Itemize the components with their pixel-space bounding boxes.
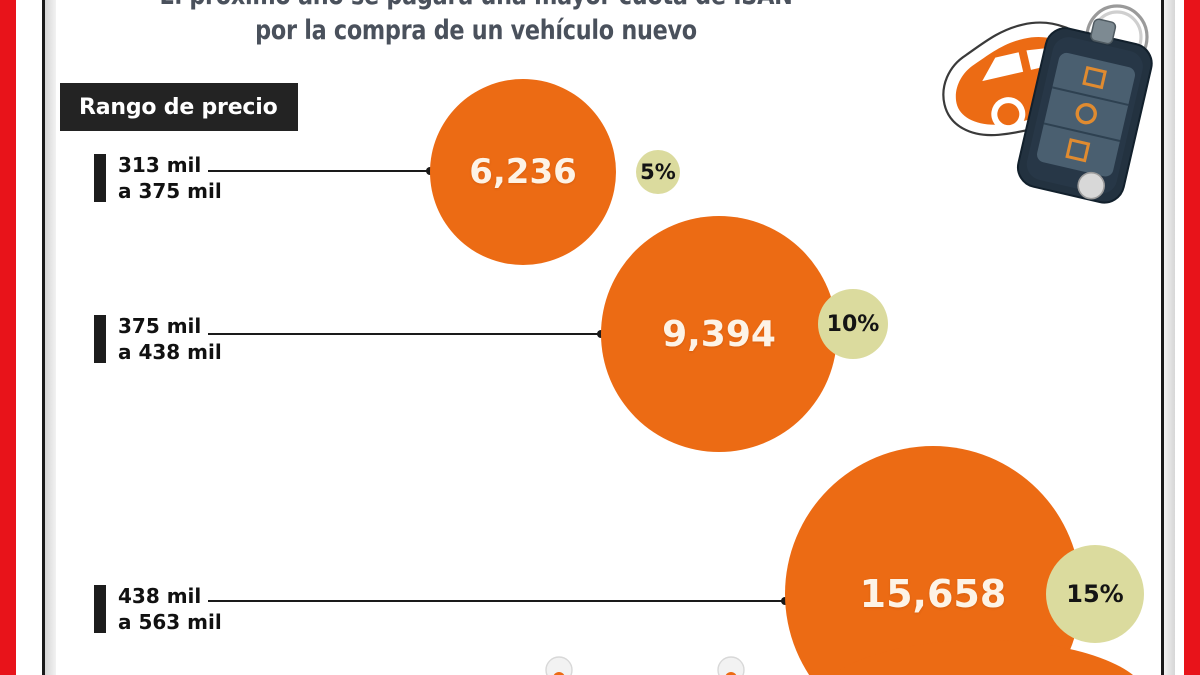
bubble-3: 15,658 bbox=[785, 446, 1081, 675]
trunk-button-icon bbox=[1065, 138, 1091, 163]
price-range-header-chip: Rango de precio bbox=[60, 83, 298, 131]
percent-badge-1-label: 5% bbox=[640, 160, 676, 184]
range-label-lines: 438 mil a 563 mil bbox=[118, 583, 222, 635]
title-line-2: por la compra de un vehículo nuevo bbox=[255, 15, 697, 46]
percent-badge-1: 5% bbox=[636, 150, 680, 194]
range-marker-bar bbox=[94, 315, 106, 363]
range-marker-bar bbox=[94, 585, 106, 633]
leader-line-1 bbox=[208, 167, 434, 175]
frame-rail-right bbox=[1184, 0, 1200, 675]
frame-hairline-right bbox=[1161, 0, 1164, 675]
range-label-row-3: 438 mil a 563 mil bbox=[94, 583, 222, 635]
car-key-illustration bbox=[942, 4, 1153, 204]
price-range-header-label: Rango de precio bbox=[79, 94, 278, 120]
lock-button-icon bbox=[1082, 66, 1107, 90]
range-label-1-line1: 313 mil bbox=[118, 153, 202, 177]
range-label-3-line1: 438 mil bbox=[118, 584, 202, 608]
range-label-row-1: 313 mil a 375 mil bbox=[94, 152, 222, 204]
key-fob-icon bbox=[1016, 18, 1153, 204]
bubble-2-value: 9,394 bbox=[662, 313, 776, 355]
percent-badge-2: 10% bbox=[818, 289, 888, 359]
range-label-3-line2: a 563 mil bbox=[118, 610, 222, 634]
percent-badge-2-label: 10% bbox=[826, 311, 880, 337]
frame-panel-shade-right bbox=[1164, 0, 1175, 675]
range-label-2-line2: a 438 mil bbox=[118, 340, 222, 364]
range-label-lines: 313 mil a 375 mil bbox=[118, 152, 222, 204]
frame-hairline-left bbox=[42, 0, 45, 675]
leader-line-2 bbox=[208, 330, 605, 338]
leader-line-3 bbox=[208, 597, 789, 605]
title-line-1: El próximo año se pagará una mayor cuota… bbox=[90, 0, 863, 13]
page-title: El próximo año se pagará una mayor cuota… bbox=[90, 0, 863, 48]
bubble-3-value: 15,658 bbox=[859, 572, 1007, 616]
bubble-1: 6,236 bbox=[430, 79, 616, 265]
percent-badge-3-label: 15% bbox=[1066, 580, 1124, 608]
range-label-2-line1: 375 mil bbox=[118, 314, 202, 338]
bubble-1-value: 6,236 bbox=[469, 152, 577, 192]
chart-canvas: El próximo año se pagará una mayor cuota… bbox=[56, 0, 1164, 675]
range-label-lines: 375 mil a 438 mil bbox=[118, 313, 222, 365]
round-button-icon bbox=[1075, 103, 1097, 125]
frame-rail-left bbox=[0, 0, 16, 675]
percent-badge-3: 15% bbox=[1046, 545, 1144, 643]
bottom-cropped-illustration bbox=[545, 656, 745, 675]
bubble-2: 9,394 bbox=[601, 216, 837, 452]
fob-led-icon bbox=[1077, 171, 1105, 200]
range-label-row-2: 375 mil a 438 mil bbox=[94, 313, 222, 365]
frame-panel-shade-left bbox=[45, 0, 56, 675]
range-marker-bar bbox=[94, 154, 106, 202]
range-label-1-line2: a 375 mil bbox=[118, 179, 222, 203]
